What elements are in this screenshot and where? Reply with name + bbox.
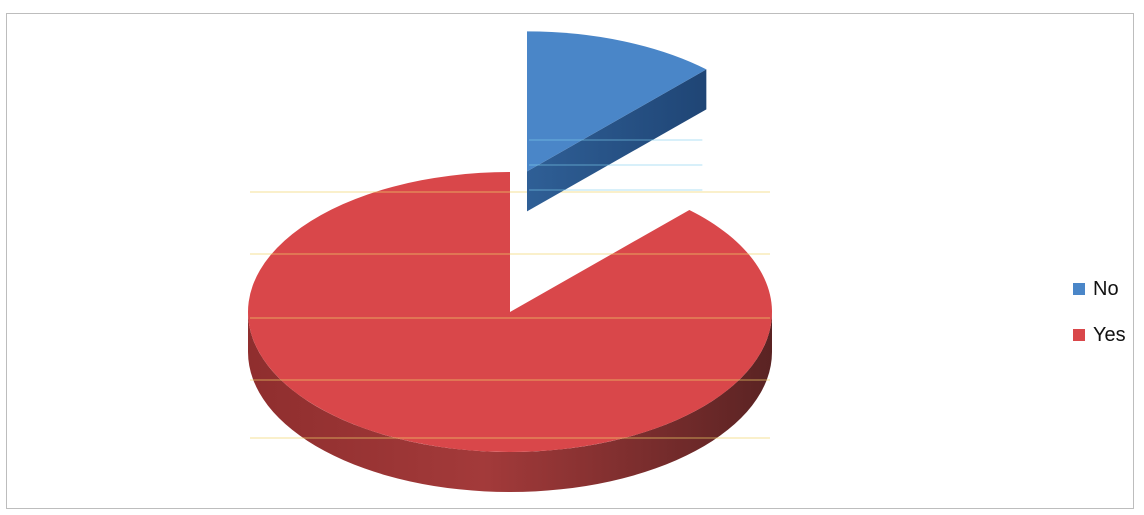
legend-label-no: No [1093,277,1119,300]
pie-slice-no [527,31,707,172]
legend-swatch-yes [1073,329,1085,341]
pie-slice-yes-side [248,312,772,492]
legend-swatch-no [1073,283,1085,295]
legend-item-yes: Yes [1073,320,1126,350]
pie-slice-yes [247,172,772,452]
legend-label-yes: Yes [1093,323,1126,346]
legend-item-no: No [1073,274,1126,304]
chart-legend: No Yes [1073,274,1126,366]
